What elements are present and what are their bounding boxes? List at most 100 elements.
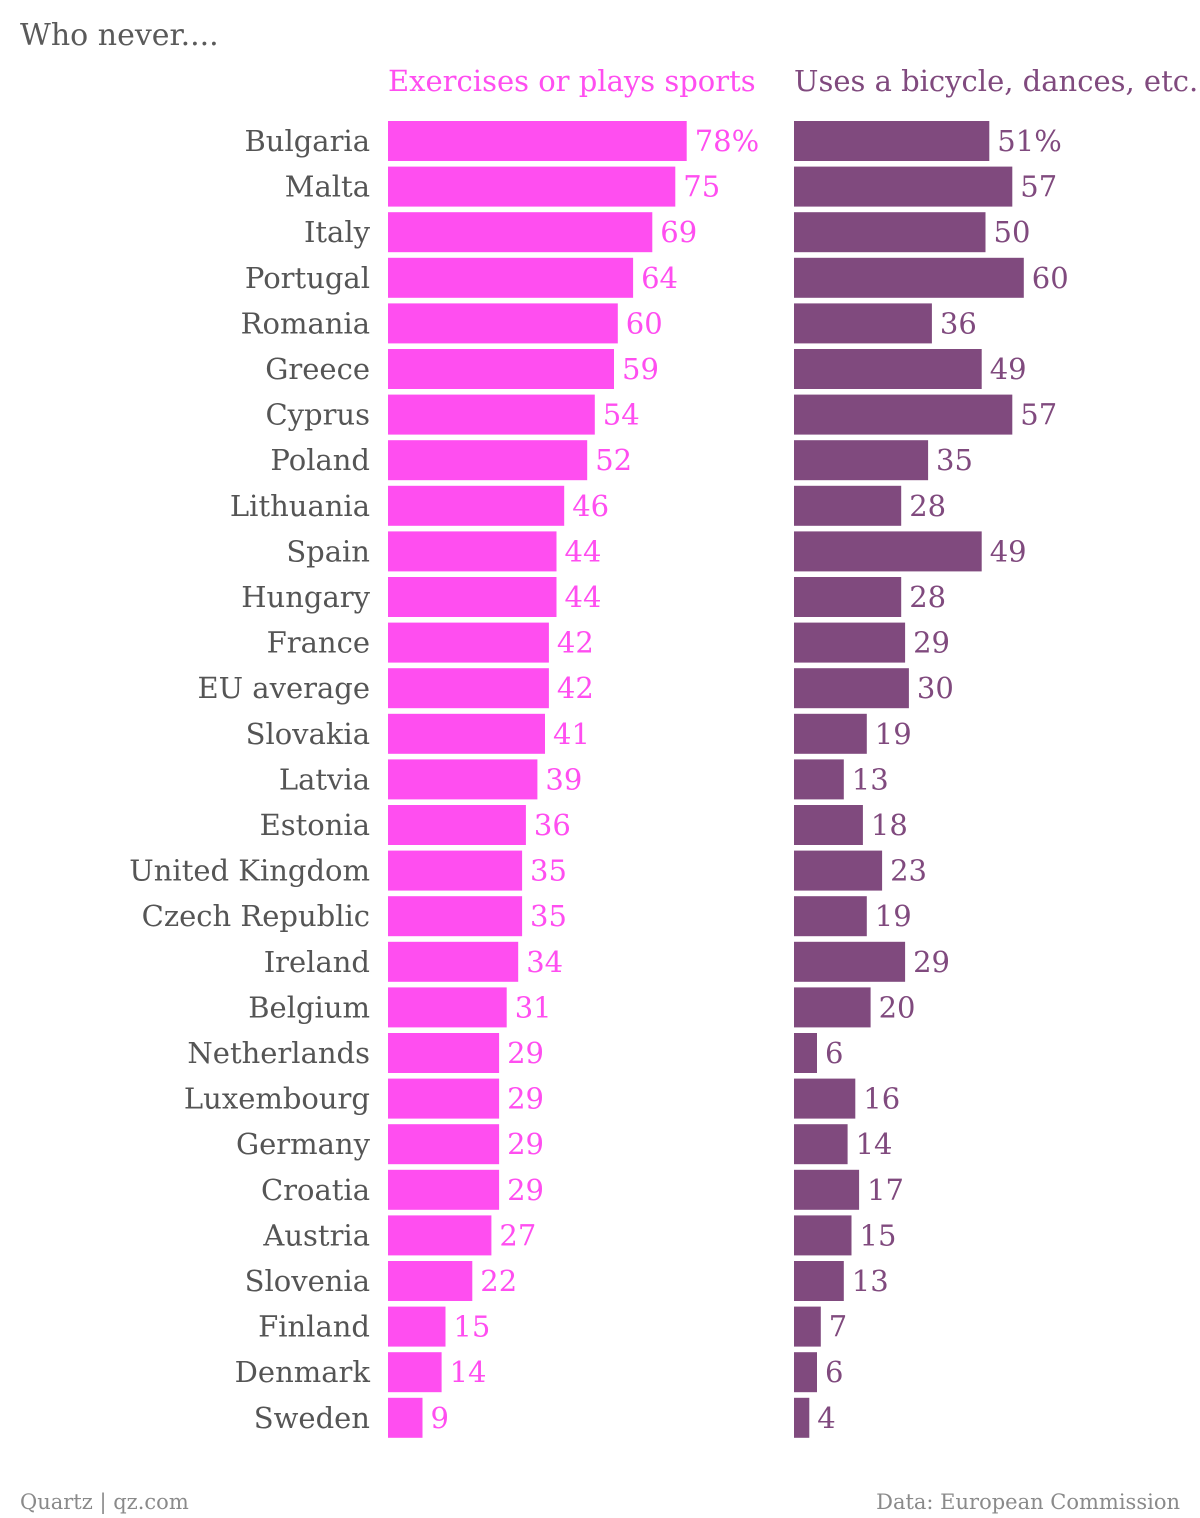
bar-bicycle-greece	[794, 349, 982, 389]
bar-exercises-finland	[388, 1306, 446, 1347]
bar-bicycle-slovenia	[794, 1261, 844, 1301]
value-label-exercises-italy: 69	[660, 215, 697, 249]
category-label-portugal: Portugal	[245, 261, 370, 295]
bar-exercises-netherlands	[388, 1033, 500, 1073]
category-labels: Bulgaria Malta Italy Portugal Romania Greece C…	[129, 124, 370, 1435]
bar-bicycle-ireland	[794, 941, 906, 982]
value-label-exercises-greece: 59	[622, 352, 659, 386]
value-label-exercises-poland: 52	[595, 443, 632, 477]
value-label-exercises-united-kingdom: 35	[530, 854, 567, 888]
category-label-eu-average: EU average	[197, 671, 370, 705]
category-label-sweden: Sweden	[254, 1401, 370, 1435]
category-label-czech-republic: Czech Republic	[142, 899, 370, 933]
value-label-bicycle-germany: 14	[856, 1127, 893, 1161]
category-label-slovenia: Slovenia	[245, 1264, 370, 1298]
category-label-united-kingdom: United Kingdom	[129, 854, 370, 888]
bar-exercises-ireland	[388, 941, 519, 982]
value-label-exercises-estonia: 36	[534, 808, 571, 842]
series-header-exercises: Exercises or plays sports	[388, 64, 756, 98]
value-label-exercises-belgium: 31	[515, 990, 552, 1024]
bar-bicycle-germany	[794, 1124, 848, 1165]
category-label-cyprus: Cyprus	[265, 398, 370, 432]
bar-exercises-slovakia	[388, 713, 545, 754]
value-label-exercises-finland: 15	[453, 1310, 490, 1344]
footer-source-right: Data: European Commission	[876, 1490, 1180, 1514]
bar-exercises-slovenia	[388, 1261, 473, 1301]
bar-exercises-bulgaria	[388, 121, 687, 161]
value-label-bicycle-greece: 49	[990, 352, 1027, 386]
value-label-bicycle-latvia: 13	[852, 762, 889, 796]
bar-bicycle-denmark	[794, 1352, 817, 1393]
bar-exercises-greece	[388, 349, 614, 389]
value-label-bicycle-slovenia: 13	[852, 1264, 889, 1298]
bar-bicycle-romania	[794, 303, 932, 344]
value-label-bicycle-hungary: 28	[909, 580, 946, 614]
bar-exercises-latvia	[388, 759, 538, 800]
value-label-bicycle-spain: 49	[990, 534, 1027, 568]
bar-bicycle-netherlands	[794, 1033, 817, 1073]
value-label-bicycle-estonia: 18	[871, 808, 908, 842]
value-label-bicycle-lithuania: 28	[909, 489, 946, 523]
value-label-bicycle-france: 29	[913, 626, 950, 660]
value-label-exercises-hungary: 44	[565, 580, 602, 614]
footer-source-left: Quartz | qz.com	[20, 1490, 189, 1515]
category-label-austria: Austria	[262, 1218, 370, 1252]
category-label-italy: Italy	[304, 215, 371, 249]
value-label-bicycle-croatia: 17	[867, 1173, 904, 1207]
bar-exercises-united-kingdom	[388, 850, 523, 891]
value-label-exercises-lithuania: 46	[572, 489, 609, 523]
bar-bicycle-czech-republic	[794, 896, 867, 937]
category-label-slovakia: Slovakia	[246, 717, 370, 751]
category-label-belgium: Belgium	[248, 990, 370, 1024]
chart-title: Who never....	[20, 18, 219, 53]
bar-exercises-romania	[388, 303, 618, 344]
bar-exercises-belgium	[388, 987, 507, 1028]
value-label-bicycle-romania: 36	[940, 306, 977, 340]
value-label-exercises-croatia: 29	[507, 1173, 544, 1207]
category-label-bulgaria: Bulgaria	[244, 124, 370, 158]
bar-bicycle-france	[794, 622, 906, 663]
category-label-poland: Poland	[270, 443, 370, 477]
value-label-bicycle-slovakia: 19	[875, 717, 912, 751]
value-label-bicycle-denmark: 6	[825, 1355, 843, 1389]
bar-exercises-hungary	[388, 577, 557, 617]
bar-bicycle-belgium	[794, 987, 871, 1028]
value-label-exercises-portugal: 64	[641, 261, 678, 295]
bar-bicycle-portugal	[794, 257, 1024, 298]
value-label-bicycle-finland: 7	[829, 1310, 847, 1344]
category-label-hungary: Hungary	[241, 580, 370, 614]
category-label-netherlands: Netherlands	[187, 1036, 370, 1070]
bar-exercises-spain	[388, 531, 557, 572]
bar-exercises-croatia	[388, 1169, 500, 1210]
value-label-bicycle-bulgaria: 51%	[997, 124, 1061, 158]
value-label-bicycle-malta: 57	[1020, 170, 1057, 204]
value-label-bicycle-sweden: 4	[817, 1401, 835, 1435]
value-label-exercises-cyprus: 54	[603, 398, 640, 432]
value-label-bicycle-ireland: 29	[913, 945, 950, 979]
value-label-bicycle-united-kingdom: 23	[890, 854, 927, 888]
bar-bicycle-estonia	[794, 805, 863, 845]
value-label-bicycle-czech-republic: 19	[875, 899, 912, 933]
value-label-exercises-luxembourg: 29	[507, 1082, 544, 1116]
value-label-bicycle-portugal: 60	[1032, 261, 1069, 295]
bar-bicycle-slovakia	[794, 713, 867, 754]
category-label-finland: Finland	[258, 1310, 370, 1344]
bar-exercises-sweden	[388, 1397, 423, 1438]
value-label-exercises-sweden: 9	[431, 1401, 449, 1435]
bar-exercises-luxembourg	[388, 1078, 500, 1119]
value-label-bicycle-cyprus: 57	[1020, 398, 1057, 432]
bar-bicycle-united-kingdom	[794, 850, 883, 891]
value-label-bicycle-italy: 50	[994, 215, 1031, 249]
bar-bicycle-finland	[794, 1306, 821, 1347]
value-label-exercises-slovenia: 22	[480, 1264, 517, 1298]
bar-exercises-czech-republic	[388, 896, 523, 937]
bar-bicycle-italy	[794, 212, 986, 253]
bar-bicycle-luxembourg	[794, 1078, 856, 1119]
bar-bicycle-spain	[794, 531, 982, 572]
category-label-france: France	[267, 626, 370, 660]
value-label-exercises-austria: 27	[499, 1218, 536, 1252]
category-label-germany: Germany	[236, 1127, 371, 1161]
category-label-spain: Spain	[286, 534, 370, 568]
bar-exercises-portugal	[388, 257, 634, 298]
